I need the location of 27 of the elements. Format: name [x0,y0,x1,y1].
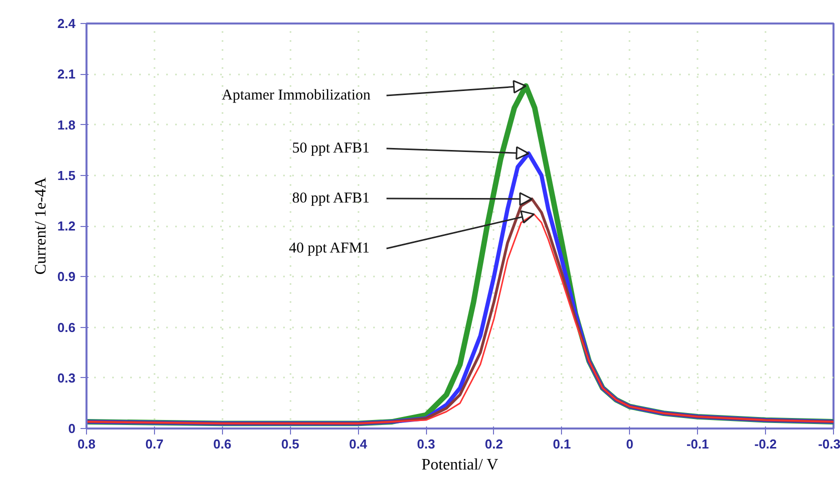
x-tick-label: 0.8 [77,436,96,452]
x-tick-label: -0.1 [686,436,709,452]
y-tick-label: 2.4 [57,16,76,31]
x-tick-label: -0.3 [818,436,840,452]
y-tick-label: 0.6 [57,320,76,335]
y-tick-label: 0.9 [57,269,76,284]
x-tick-label: 0.4 [349,436,368,452]
x-tick-label: 0.6 [213,436,232,452]
x-tick-label: 0.5 [281,436,300,452]
x-tick-label: -0.2 [754,436,777,452]
annotation: 40 ppt AFM1 [288,240,370,256]
annotation: 80 ppt AFB1 [292,190,370,206]
y-tick-label: 1.5 [57,168,76,183]
x-tick-label: 0 [626,436,634,452]
annotation: Aptamer Immobilization [222,88,371,104]
x-axis-title: Potential/ V [422,456,499,474]
y-tick-label: 1.2 [57,218,76,234]
x-tick-label: 0.2 [484,436,503,452]
x-tick-label: 0.7 [145,436,164,452]
y-tick-label: 1.8 [57,117,76,132]
y-tick-label: 0.3 [57,370,76,386]
y-tick-label: 2.1 [57,66,76,82]
y-axis-title: Current/ 1e-4A [32,176,50,275]
x-tick-label: 0.1 [552,436,571,452]
annotation: 50 ppt AFB1 [292,140,370,156]
x-tick-label: 0.3 [417,436,436,452]
y-tick-label: 0 [68,421,76,436]
